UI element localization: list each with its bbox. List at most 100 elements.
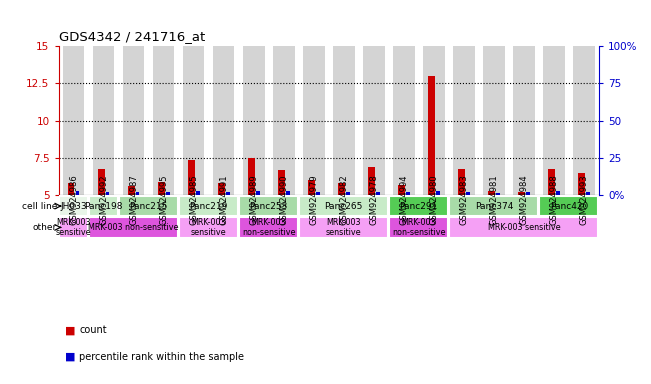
Bar	[453, 46, 475, 195]
Bar	[98, 169, 105, 195]
Text: MRK-003
sensitive: MRK-003 sensitive	[326, 218, 361, 237]
Text: GSM924995: GSM924995	[159, 174, 168, 225]
Bar	[518, 192, 525, 195]
Bar	[226, 192, 230, 195]
Bar	[93, 46, 115, 195]
Text: GSM924984: GSM924984	[519, 174, 529, 225]
Text: Panc253: Panc253	[249, 202, 288, 210]
Text: cell line: cell line	[21, 202, 57, 210]
Text: MRK-003
sensitive: MRK-003 sensitive	[191, 218, 227, 237]
Text: GSM924982: GSM924982	[339, 174, 348, 225]
Text: count: count	[79, 325, 107, 335]
Text: GSM924979: GSM924979	[309, 174, 318, 225]
Bar	[363, 46, 385, 195]
Bar	[423, 46, 445, 195]
Bar	[165, 192, 169, 195]
Bar	[278, 170, 284, 195]
Text: GSM924988: GSM924988	[549, 174, 559, 225]
Bar	[398, 185, 405, 195]
Bar	[105, 192, 109, 195]
Bar	[393, 46, 415, 195]
Bar	[286, 191, 290, 195]
Bar	[158, 182, 165, 195]
Bar	[428, 76, 435, 195]
Bar	[123, 46, 145, 195]
Text: GDS4342 / 241716_at: GDS4342 / 241716_at	[59, 30, 205, 43]
Bar	[239, 217, 298, 238]
Bar	[573, 46, 595, 195]
Bar	[316, 192, 320, 195]
Bar	[248, 158, 255, 195]
Bar	[458, 169, 465, 195]
Bar	[389, 217, 449, 238]
Text: GSM924987: GSM924987	[129, 174, 138, 225]
Bar	[239, 196, 298, 216]
Bar	[368, 167, 375, 195]
Bar	[333, 46, 355, 195]
Bar	[303, 46, 325, 195]
Bar	[59, 196, 88, 216]
Text: percentile rank within the sample: percentile rank within the sample	[79, 352, 244, 362]
Bar	[299, 196, 388, 216]
Text: Panc198: Panc198	[85, 202, 123, 210]
Bar	[539, 196, 598, 216]
Text: GSM924986: GSM924986	[69, 174, 78, 225]
Text: MRK-003
sensitive: MRK-003 sensitive	[56, 218, 91, 237]
Bar	[178, 217, 238, 238]
Text: GSM924978: GSM924978	[369, 174, 378, 225]
Bar	[128, 187, 135, 195]
Text: Panc291: Panc291	[400, 202, 438, 210]
Text: Panc219: Panc219	[189, 202, 228, 210]
Bar	[178, 196, 238, 216]
Bar	[135, 192, 139, 195]
Text: MRK-003 sensitive: MRK-003 sensitive	[488, 223, 561, 232]
Text: GSM924989: GSM924989	[249, 174, 258, 225]
Bar	[299, 217, 388, 238]
Bar	[213, 46, 234, 195]
Text: JH033: JH033	[61, 202, 87, 210]
Text: GSM924991: GSM924991	[219, 174, 229, 225]
Bar	[496, 193, 500, 195]
Bar	[183, 46, 204, 195]
Text: GSM924983: GSM924983	[460, 174, 468, 225]
Text: ■: ■	[65, 352, 76, 362]
Text: GSM924993: GSM924993	[579, 174, 589, 225]
Bar	[118, 196, 178, 216]
Bar	[586, 192, 590, 195]
Bar	[76, 191, 79, 195]
Text: MRK-003 non-sensitive: MRK-003 non-sensitive	[89, 223, 179, 232]
Text: MRK-003
non-sensitive: MRK-003 non-sensitive	[242, 218, 296, 237]
Text: GSM924981: GSM924981	[490, 174, 499, 225]
Text: other: other	[33, 223, 57, 232]
Text: GSM924994: GSM924994	[399, 174, 408, 225]
Bar	[338, 184, 344, 195]
Bar	[449, 217, 598, 238]
Bar	[543, 46, 564, 195]
Bar	[195, 191, 199, 195]
Bar	[556, 191, 560, 195]
Bar	[68, 184, 74, 195]
Text: GSM924980: GSM924980	[429, 174, 438, 225]
Bar	[449, 196, 538, 216]
Bar	[513, 46, 534, 195]
Text: Panc215: Panc215	[130, 202, 168, 210]
Text: Panc374: Panc374	[475, 202, 513, 210]
Bar	[406, 192, 409, 195]
Bar	[218, 184, 225, 195]
Bar	[62, 46, 85, 195]
Text: GSM924992: GSM924992	[99, 174, 108, 225]
Bar	[188, 160, 195, 195]
Bar	[308, 180, 314, 195]
Bar	[465, 192, 469, 195]
Bar	[578, 173, 585, 195]
Bar	[153, 46, 174, 195]
Bar	[273, 46, 294, 195]
Bar	[526, 192, 530, 195]
Bar	[436, 191, 439, 195]
Bar	[243, 46, 264, 195]
Text: GSM924990: GSM924990	[279, 174, 288, 225]
Text: MRK-003
non-sensitive: MRK-003 non-sensitive	[392, 218, 445, 237]
Text: ■: ■	[65, 325, 76, 335]
Bar	[256, 191, 260, 195]
Bar	[376, 192, 380, 195]
